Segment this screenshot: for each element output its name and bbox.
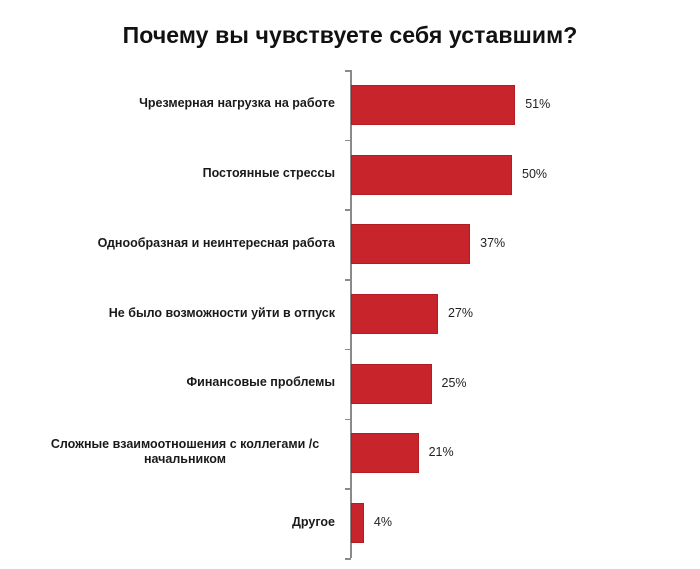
bar — [351, 433, 419, 474]
axis-tick — [345, 209, 351, 211]
bar — [351, 294, 438, 334]
category-label: Финансовые проблемы — [186, 375, 336, 390]
value-label: 51% — [525, 96, 551, 111]
axis-tick — [345, 279, 351, 281]
chart-title: Почему вы чувствуете себя уставшим? — [122, 22, 578, 48]
bar — [351, 84, 516, 125]
category-label: Чрезмерная нагрузка на работе — [139, 96, 335, 111]
bar — [351, 154, 512, 195]
axis-tick — [345, 558, 351, 560]
category-label: Однообразная и неинтересная работа — [97, 235, 335, 250]
axis-tick — [345, 139, 351, 142]
value-label: 27% — [447, 306, 473, 320]
axis-tick — [345, 418, 351, 421]
bar — [351, 224, 471, 265]
value-label: 21% — [428, 445, 454, 460]
value-label: 37% — [480, 236, 506, 251]
value-label: 25% — [441, 375, 467, 390]
category-label: Другое — [292, 514, 335, 529]
bar — [351, 363, 432, 404]
value-label: 50% — [522, 166, 548, 181]
axis-tick — [345, 70, 351, 72]
axis-tick — [345, 488, 351, 490]
value-label: 4% — [373, 515, 392, 530]
category-axis — [350, 70, 352, 558]
axis-tick — [345, 348, 351, 351]
category-label: Не было возможности уйти в отпуск — [108, 305, 335, 320]
category-label: Сложные взаимоотношения с коллегами /с н… — [50, 437, 320, 467]
category-label: Постоянные стрессы — [202, 166, 335, 181]
bar — [351, 503, 364, 544]
